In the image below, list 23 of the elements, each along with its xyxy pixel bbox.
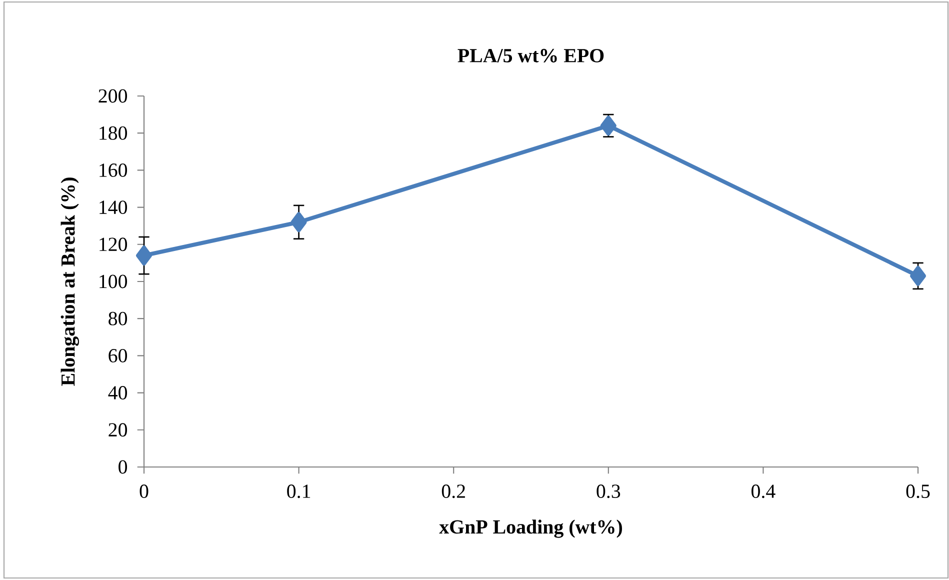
y-axis-title: Elongation at Break (%) bbox=[60, 178, 79, 386]
x-tick-label: 0 bbox=[140, 484, 148, 498]
point bbox=[910, 266, 926, 286]
x-tick-label: 0.2 bbox=[442, 484, 465, 498]
x-tick-label: 0.5 bbox=[906, 484, 930, 498]
y-tick-label: 20 bbox=[108, 423, 128, 437]
y-tick-label: 100 bbox=[100, 274, 128, 288]
x-axis-title: xGnP Loading (wt%) bbox=[439, 520, 622, 538]
chart-title: PLA/5 wt% EPO bbox=[458, 48, 604, 62]
point bbox=[136, 246, 152, 266]
y-tick-label: 60 bbox=[108, 348, 128, 362]
y-tick-label: 80 bbox=[108, 312, 128, 326]
y-tick-label: 200 bbox=[98, 89, 128, 103]
y-tick-label: 40 bbox=[108, 386, 128, 400]
y-tick-label: 120 bbox=[100, 238, 128, 252]
y-tick-label: 0 bbox=[118, 460, 128, 474]
y-tick-label: 180 bbox=[100, 126, 128, 140]
x-tick-label: 0.1 bbox=[287, 484, 310, 498]
point bbox=[290, 212, 307, 232]
y-tick-label: 160 bbox=[100, 163, 128, 177]
y-tick-label: 140 bbox=[100, 200, 128, 214]
x-tick-label: 0.4 bbox=[752, 484, 776, 498]
x-tick-label: 0.3 bbox=[596, 484, 620, 498]
